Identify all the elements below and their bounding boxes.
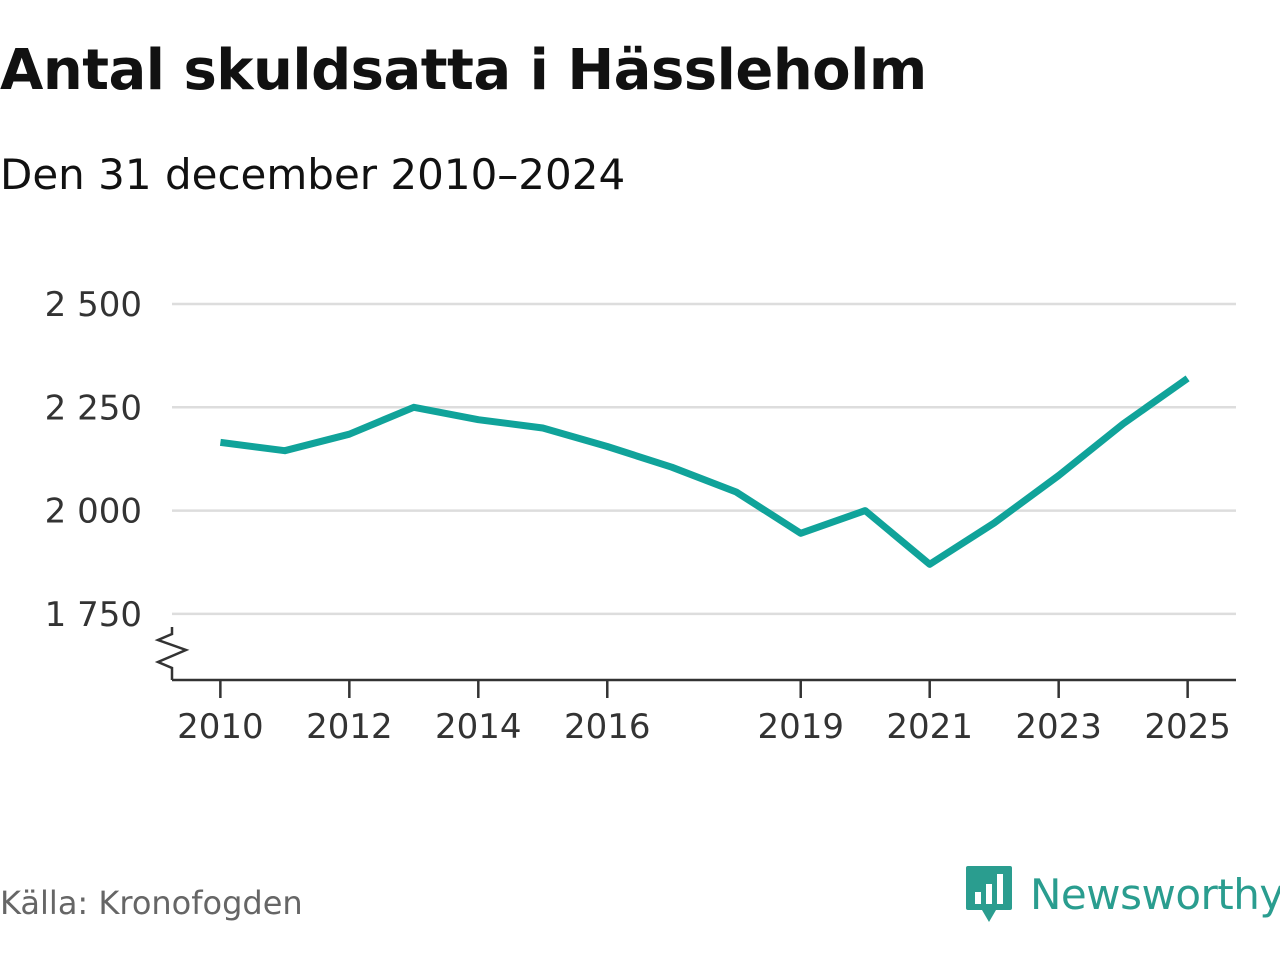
x-tick-label: 2014 <box>435 707 522 747</box>
y-axis-ticks: 1 750 2 000 2 250 2 500 <box>45 285 142 635</box>
x-axis: 2010 2012 2014 2016 2019 2021 2023 2025 <box>154 627 1236 747</box>
y-tick-label: 1 750 <box>45 595 142 635</box>
chart-title: Antal skuldsatta i Hässleholm <box>0 38 927 103</box>
x-tick-label: 2019 <box>757 707 844 747</box>
series-line <box>219 375 1190 568</box>
y-axis-break-marker <box>154 627 190 680</box>
x-tick-label: 2021 <box>886 707 973 747</box>
grid-lines <box>172 302 1236 616</box>
x-tick-label: 2012 <box>306 707 393 747</box>
y-tick-label: 2 000 <box>45 492 142 532</box>
chart-subtitle: Den 31 december 2010–2024 <box>0 150 626 199</box>
brand-name: Newsworthy <box>1030 869 1280 919</box>
x-tick-label: 2010 <box>177 707 264 747</box>
source-note: Källa: Kronofogden <box>0 884 303 922</box>
x-tick-label: 2025 <box>1144 707 1231 747</box>
y-tick-label: 2 250 <box>45 388 142 428</box>
y-tick-label: 2 500 <box>45 285 142 325</box>
brand-logo: Newsworthy <box>964 864 1280 924</box>
x-tick-label: 2016 <box>564 707 651 747</box>
series-layer <box>219 375 1190 568</box>
x-tick-label: 2023 <box>1015 707 1102 747</box>
bar-chart-speech-bubble-icon <box>966 866 1012 922</box>
